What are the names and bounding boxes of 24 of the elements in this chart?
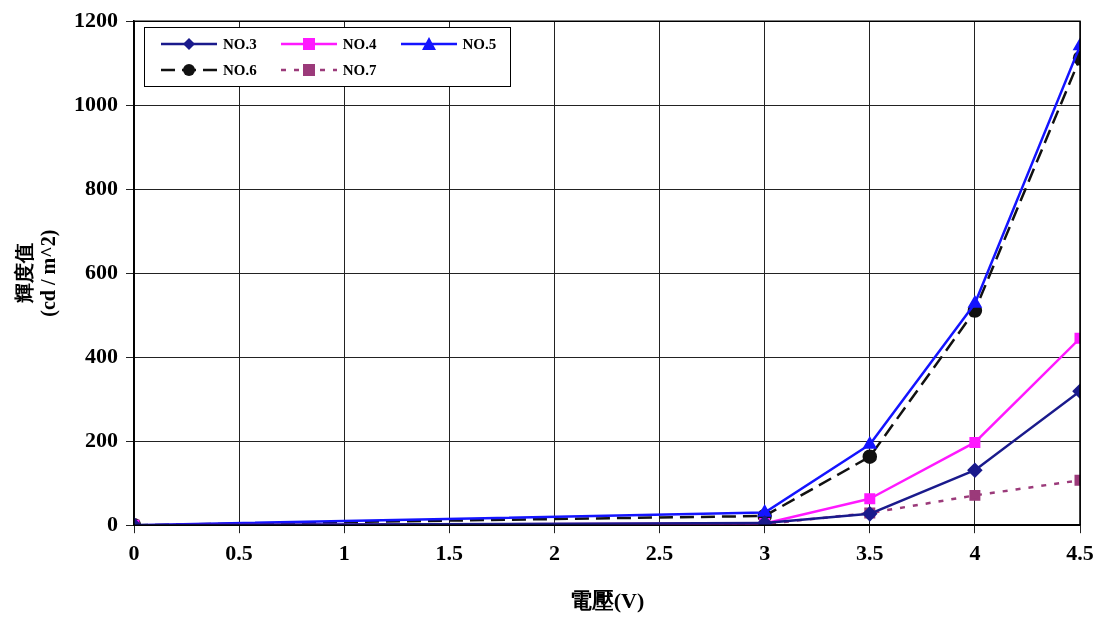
legend-label: NO.7 <box>342 61 377 79</box>
x-tick-label: 1.5 <box>435 540 464 566</box>
y-axis-title: 輝度值 (cd / m^2) <box>13 229 61 317</box>
y-tick-label: 800 <box>85 174 118 200</box>
x-tick-label: 2.5 <box>645 540 674 566</box>
x-tick-label: 0.5 <box>225 540 253 566</box>
y-tick-label: 1200 <box>74 6 118 32</box>
legend-label: NO.6 <box>223 61 257 79</box>
x-tick-label: 4.5 <box>1066 540 1094 566</box>
legend-label: NO.5 <box>462 35 497 53</box>
y-tick-label: 0 <box>107 510 118 536</box>
legend-label: NO.4 <box>342 35 377 53</box>
y-tick-label: 200 <box>85 426 118 452</box>
x-tick-label: 1 <box>338 540 350 566</box>
x-axis-title: 電壓(V) <box>569 588 645 614</box>
x-tick-label: 2 <box>548 540 560 566</box>
y-tick-label: 1000 <box>74 90 118 116</box>
y-tick-label: 400 <box>85 342 118 368</box>
y-tick-label: 600 <box>85 258 118 284</box>
legend-label: NO.3 <box>223 35 257 53</box>
x-tick-label: 4 <box>969 540 981 566</box>
x-tick-label: 0 <box>128 540 140 566</box>
x-tick-label: 3 <box>759 540 771 566</box>
x-tick-label: 3.5 <box>856 540 884 566</box>
